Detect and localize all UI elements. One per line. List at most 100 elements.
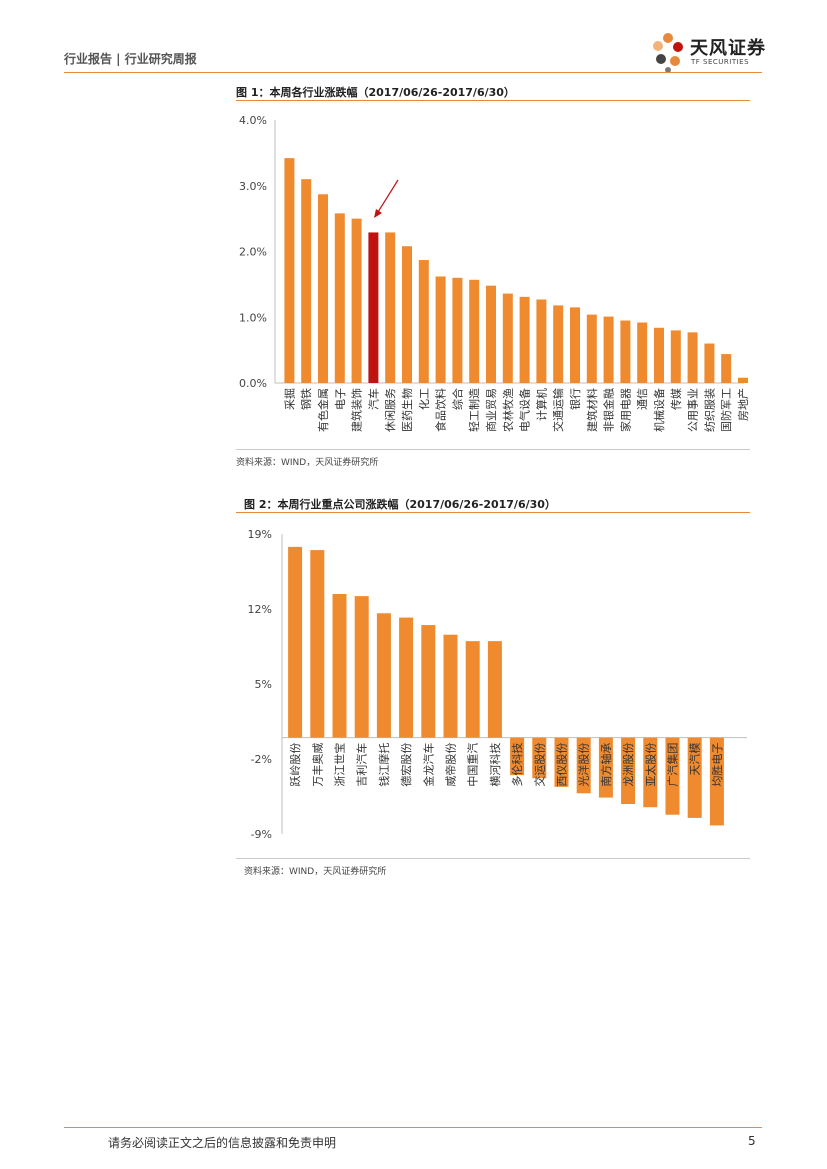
- bar: [334, 213, 345, 383]
- bar: [351, 218, 362, 383]
- bar: [570, 307, 580, 383]
- logo-flower-icon: [653, 33, 683, 73]
- bar: [469, 279, 480, 383]
- x-tick-label: 轻工制造: [467, 388, 481, 432]
- bar: [709, 737, 724, 826]
- bar: [643, 737, 658, 808]
- x-tick-label: 国防军工: [719, 388, 733, 432]
- x-tick-label: 天汽模: [688, 743, 702, 776]
- bar: [487, 641, 502, 738]
- company-logo: 天风证券 TF SECURITIES: [650, 30, 770, 74]
- y-tick-label: -2%: [251, 753, 272, 766]
- x-tick-label: 电气设备: [518, 388, 532, 432]
- bar: [586, 314, 597, 383]
- y-tick-label: 3.0%: [239, 180, 267, 193]
- x-tick-label: 多伦科技: [510, 743, 524, 787]
- bar: [519, 296, 530, 383]
- bar: [687, 737, 702, 818]
- x-tick-label: 钱江摩托: [377, 743, 391, 787]
- bar: [637, 322, 648, 383]
- x-tick-label: 电子: [334, 388, 347, 410]
- x-tick-label: 德宏股份: [399, 743, 413, 787]
- y-tick-label: 19%: [248, 528, 272, 541]
- bar: [553, 305, 564, 383]
- x-tick-label: 建筑装饰: [350, 388, 364, 432]
- x-tick-label: 化工: [417, 388, 431, 410]
- x-tick-label: 休闲服务: [383, 388, 397, 432]
- bar: [704, 343, 715, 383]
- x-tick-label: 银行: [568, 388, 582, 410]
- figure1-source: 资料来源：WIND，天风证券研究所: [236, 458, 379, 468]
- page-number: 5: [748, 1134, 756, 1148]
- bar: [301, 179, 312, 383]
- x-tick-label: 家用电器: [618, 388, 632, 432]
- bar: [502, 293, 513, 383]
- x-tick-label: 光洋股份: [577, 743, 591, 787]
- figure2-title: 图 2：本周行业重点公司涨跌幅（2017/06/26-2017/6/30）: [244, 498, 556, 511]
- bar: [603, 316, 614, 383]
- y-tick-label: 2.0%: [239, 246, 267, 259]
- x-tick-label: 房地产: [736, 388, 750, 421]
- bar: [418, 260, 429, 383]
- x-tick-label: 非银金融: [602, 388, 616, 432]
- x-tick-label: 中国重汽: [466, 743, 480, 787]
- footer-disclaimer: 请务必阅读正文之后的信息披露和免责申明: [108, 1136, 337, 1150]
- report-type: 行业报告 | 行业研究周报: [64, 52, 197, 66]
- x-tick-label: 万丰奥威: [310, 743, 324, 787]
- y-tick-label: 12%: [248, 603, 272, 616]
- bar: [576, 737, 591, 794]
- x-tick-label: 医药生物: [400, 388, 414, 432]
- x-tick-label: 传媒: [670, 388, 683, 410]
- x-tick-label: 计算机: [534, 388, 548, 421]
- bar: [486, 285, 496, 383]
- footer-divider: [64, 1127, 762, 1128]
- highlight-arrow-icon: [377, 179, 399, 213]
- logo-english-text: TF SECURITIES: [691, 58, 750, 66]
- figure2-bottom-rule: [236, 858, 750, 859]
- x-tick-label: 商业贸易: [484, 388, 498, 432]
- logo-chinese-text: 天风证券: [690, 38, 766, 59]
- x-tick-label: 食品饮料: [434, 388, 448, 432]
- y-tick-label: 4.0%: [239, 114, 267, 127]
- bar: [284, 158, 295, 383]
- x-tick-label: 通信: [636, 388, 649, 410]
- x-tick-label: 有色金属: [316, 388, 330, 432]
- bar: [598, 737, 613, 798]
- x-tick-label: 交通运输: [551, 388, 565, 432]
- figure2-source: 资料来源：WIND，天风证券研究所: [244, 867, 387, 877]
- bar: [687, 332, 698, 383]
- bar: [318, 194, 328, 383]
- bar: [621, 737, 636, 804]
- bar: [385, 232, 396, 383]
- bar: [721, 354, 732, 383]
- bar: [443, 634, 458, 738]
- bar: [554, 737, 569, 787]
- x-tick-label: 亚太股份: [644, 743, 657, 787]
- x-tick-label: 建筑材料: [585, 388, 599, 432]
- x-tick-label: 威帝股份: [444, 743, 458, 787]
- x-tick-label: 吉利汽车: [355, 743, 369, 787]
- y-tick-label: -9%: [251, 828, 272, 841]
- x-tick-label: 均胜电子: [710, 743, 724, 787]
- bar: [452, 277, 463, 383]
- x-tick-label: 纺织服装: [702, 388, 716, 432]
- highlight-arrow-head-icon: [374, 209, 382, 218]
- figure1-title-rule: [236, 100, 750, 101]
- bar: [738, 377, 748, 383]
- bar: [421, 625, 436, 738]
- x-tick-label: 浙江世宝: [333, 743, 347, 787]
- x-tick-label: 南方轴承: [599, 743, 613, 787]
- y-tick-label: 5%: [255, 678, 272, 691]
- x-tick-label: 跃岭股份: [288, 743, 302, 787]
- x-tick-label: 龙洲股份: [622, 743, 635, 787]
- bar: [310, 550, 325, 738]
- x-tick-label: 综合: [450, 388, 464, 410]
- x-tick-label: 采掘: [282, 388, 296, 410]
- chart-company-change: 19% 12% 5% -2% -9% 跃岭股份 万丰奥威 浙江世宝 吉利汽车 钱江摩托 德宏股份金…: [248, 528, 747, 841]
- bar: [665, 737, 680, 815]
- x-tick-label: 交运股份: [532, 743, 546, 787]
- x-tick-label: 西仪股份: [556, 743, 569, 787]
- bar: [510, 737, 525, 776]
- x-tick-label: 钢铁: [300, 388, 313, 410]
- y-tick-label: 1.0%: [239, 311, 267, 324]
